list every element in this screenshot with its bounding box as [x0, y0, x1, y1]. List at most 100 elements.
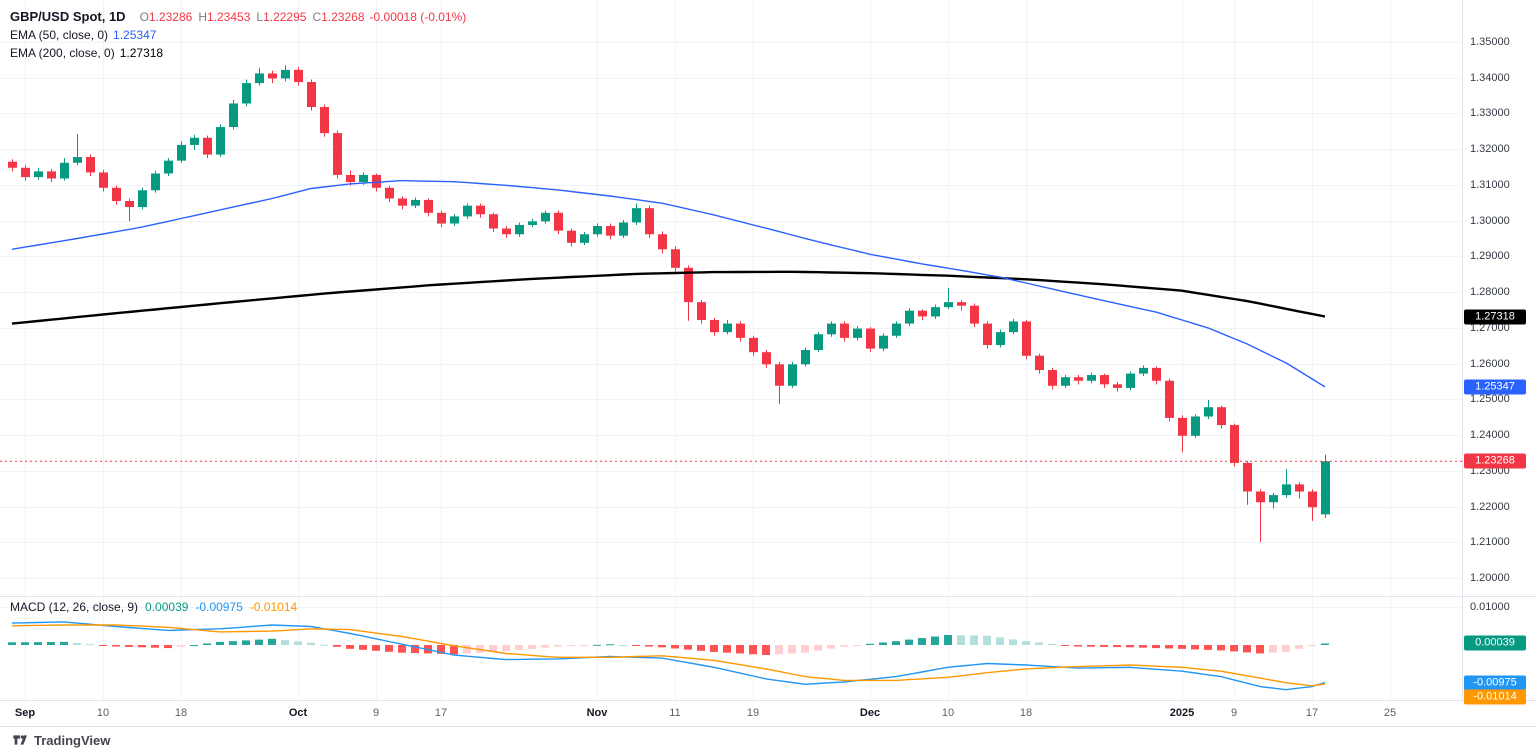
macd-histogram-bar [1321, 643, 1329, 645]
time-axis[interactable]: Sep 10 18 Oct 9 17 Nov 11 19 Dec 10 18 2025 9 17 25 [0, 700, 1536, 727]
tradingview-logo[interactable]: TradingView [12, 732, 110, 748]
candle-body [203, 137, 212, 155]
macd-histogram-bar [957, 635, 965, 645]
macd-histogram-bar [853, 645, 861, 646]
candle-body [502, 228, 511, 235]
candle-body [541, 212, 550, 222]
ema200-row[interactable]: EMA (200, close, 0) 1.27318 [10, 44, 466, 62]
macd-histogram-bar [983, 635, 991, 645]
candle-body [619, 222, 628, 236]
candle-body [1295, 484, 1304, 492]
candle-body [463, 205, 472, 217]
candle-body [1113, 384, 1122, 388]
macd-label: MACD (12, 26, close, 9) [10, 600, 139, 614]
macd-histogram-bar [99, 645, 107, 646]
candle-body [970, 305, 979, 324]
macd-histogram-bar [125, 645, 133, 647]
candle-body [1048, 370, 1057, 386]
macd-histogram-bar [476, 645, 484, 653]
macd-histogram-bar [190, 645, 198, 646]
candle-body [60, 162, 69, 179]
bottom-bar: TradingView [0, 728, 1536, 752]
macd-histogram-bar [216, 641, 224, 645]
macd-histogram-bar [450, 645, 458, 655]
panel-borders [0, 0, 1536, 700]
candle-body [385, 187, 394, 199]
change-value: -0.00018 (-0.01%) [369, 10, 467, 24]
macd-histogram-bar [1217, 645, 1225, 651]
candle-body [1139, 367, 1148, 374]
time-axis-label: 9 [1230, 707, 1238, 719]
macd-signal-value: -0.01014 [249, 600, 298, 614]
candle-body [320, 107, 329, 134]
ema200-line [11, 270, 1326, 325]
macd-histogram-bar [671, 645, 679, 649]
candle-body [892, 323, 901, 336]
candle-body [242, 83, 251, 104]
candle-body [333, 133, 342, 175]
macd-histogram-bar [281, 640, 289, 645]
ohlc-close-value: 1.23268 [321, 10, 365, 24]
macd-histogram-bar [1295, 645, 1303, 649]
candle-body [658, 234, 667, 250]
candle-body [1243, 462, 1252, 492]
ohlc-high-key: H [198, 10, 207, 24]
candle-body [554, 212, 563, 231]
time-axis-label: 10 [941, 707, 955, 719]
macd-histogram-bar [814, 645, 822, 651]
macd-histogram-bar [541, 645, 549, 648]
macd-histogram-bar [1191, 645, 1199, 650]
macd-histogram-bar [1061, 645, 1069, 646]
macd-histogram-bar [385, 645, 393, 652]
candle-body [1321, 461, 1330, 515]
candle-body [21, 167, 30, 178]
macd-histogram-bar [1113, 645, 1121, 648]
macd-histogram-bar [47, 642, 55, 645]
time-axis-label: 11 [669, 707, 681, 719]
chart-legend: GBP/USD Spot, 1D O1.23286 H1.23453 L1.22295… [10, 8, 466, 62]
candle-body [827, 323, 836, 335]
candle-body [216, 127, 225, 155]
candle-body [515, 224, 524, 235]
macd-legend[interactable]: MACD (12, 26, close, 9) 0.00039 -0.00975 -0… [10, 600, 297, 614]
candle-body [73, 157, 82, 163]
macd-histogram-bar [34, 642, 42, 645]
macd-histogram-bar [905, 639, 913, 645]
macd-histogram-bar [1256, 645, 1264, 654]
ema50-row[interactable]: EMA (50, close, 0) 1.25347 [10, 26, 466, 44]
macd-histogram-bar [892, 641, 900, 645]
ohlc-open-value: 1.23286 [148, 10, 193, 24]
candle-body [34, 171, 43, 178]
macd-histogram-bar [372, 645, 380, 651]
time-axis-label: Oct [288, 707, 308, 719]
candle-body [723, 323, 732, 333]
candle-body [762, 352, 771, 365]
candle-body [684, 267, 693, 303]
candle-body [931, 307, 940, 317]
macd-histogram-bar [177, 645, 185, 647]
ema50-label: EMA (50, close, 0) [10, 28, 109, 42]
time-axis-label: 9 [372, 707, 380, 719]
time-axis-label: Dec [859, 707, 881, 719]
candle-body [775, 364, 784, 386]
macd-histogram-bar [1269, 645, 1277, 653]
candle-body [736, 323, 745, 338]
price-chart-canvas[interactable] [0, 0, 1536, 700]
macd-histogram-bar [242, 640, 250, 645]
candle-body [905, 310, 914, 324]
symbol-title[interactable]: GBP/USD Spot, 1D [10, 9, 126, 24]
macd-histogram-bar [723, 645, 731, 653]
symbol-row: GBP/USD Spot, 1D O1.23286 H1.23453 L1.22295… [10, 8, 466, 26]
candle-body [229, 103, 238, 128]
tradingview-logo-icon [13, 735, 27, 745]
macd-histogram-bar [567, 645, 575, 646]
time-axis-label: 17 [1305, 707, 1319, 719]
ohlc-high: H1.23453 [192, 10, 250, 24]
macd-histogram-bar [528, 645, 536, 649]
candle-body [788, 364, 797, 386]
macd-hist-value: 0.00039 [145, 600, 189, 614]
macd-histogram-bar [60, 641, 68, 645]
candle-body [580, 234, 589, 243]
macd-histogram [8, 634, 1329, 656]
